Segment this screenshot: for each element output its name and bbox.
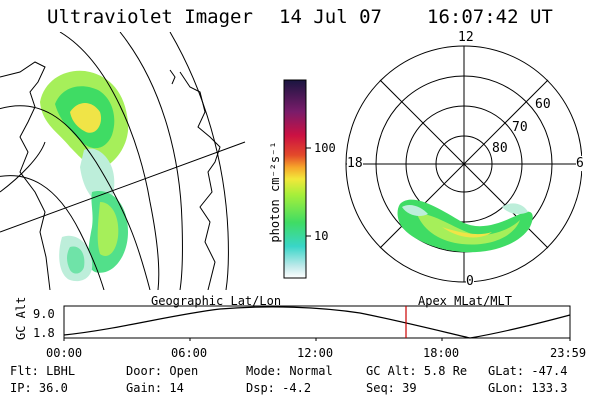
color-scale-bar bbox=[283, 79, 311, 279]
colorbar-tick-10: 10 bbox=[314, 229, 329, 243]
info-gain: Gain: 14 bbox=[126, 381, 184, 395]
observation-date: 14 Jul 07 bbox=[279, 6, 382, 28]
polar-panel-label: Apex MLat/MLT bbox=[418, 294, 512, 308]
info-glon: GLon: 133.3 bbox=[488, 381, 568, 395]
info-ip: IP: 36.0 bbox=[10, 381, 68, 395]
mlat-label-70: 70 bbox=[512, 120, 528, 135]
altitude-axis-label: GC Alt bbox=[14, 296, 28, 340]
imager-title: Ultraviolet Imager bbox=[47, 6, 253, 28]
mlt-label-0: 0 bbox=[466, 274, 474, 289]
aurora-emission-polar bbox=[397, 199, 533, 253]
time-tick-0600: 06:00 bbox=[171, 346, 208, 360]
info-dsp: Dsp: -4.2 bbox=[246, 381, 312, 395]
info-mode: Mode: Normal bbox=[246, 364, 333, 378]
aurora-emission-left bbox=[40, 70, 129, 282]
lat-lon-grid bbox=[0, 32, 246, 290]
altitude-tick-9: 9.0 bbox=[33, 307, 55, 321]
info-door: Door: Open bbox=[126, 364, 199, 378]
mlt-label-12: 12 bbox=[458, 30, 474, 45]
mlat-label-60: 60 bbox=[535, 97, 551, 112]
info-gc-alt: GC Alt: 5.8 Re bbox=[366, 364, 468, 378]
time-tick-2359: 23:59 bbox=[550, 346, 587, 360]
info-glat: GLat: -47.4 bbox=[488, 364, 568, 378]
polar-mlat-mlt-plot bbox=[345, 45, 582, 283]
geographic-panel-label: Geographic Lat/Lon bbox=[151, 294, 282, 308]
observation-time: 16:07:42 UT bbox=[427, 6, 553, 28]
geographic-image-panel bbox=[0, 32, 246, 290]
info-seq: Seq: 39 bbox=[366, 381, 417, 395]
info-filter: Flt: LBHL bbox=[10, 364, 76, 378]
altitude-tick-1-8: 1.8 bbox=[33, 326, 55, 340]
mlat-label-80: 80 bbox=[492, 141, 508, 156]
time-tick-0000: 00:00 bbox=[46, 346, 83, 360]
time-tick-1800: 18:00 bbox=[423, 346, 460, 360]
mlt-label-6: 6 bbox=[576, 156, 584, 171]
colorbar-unit-label: photon cm⁻²s⁻¹ bbox=[268, 141, 282, 243]
colorbar-tick-100: 100 bbox=[314, 141, 336, 155]
mlt-label-18: 18 bbox=[347, 156, 363, 171]
altitude-timeline-plot bbox=[63, 305, 571, 341]
time-tick-1200: 12:00 bbox=[297, 346, 334, 360]
